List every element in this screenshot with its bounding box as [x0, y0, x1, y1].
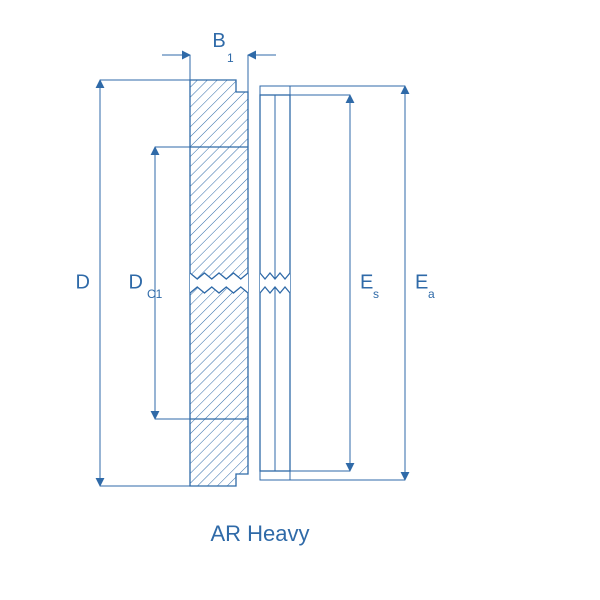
svg-text:C1: C1	[147, 287, 163, 301]
caption: AR Heavy	[210, 521, 309, 546]
svg-text:D: D	[129, 271, 143, 293]
svg-text:B: B	[212, 30, 225, 52]
svg-text:D: D	[76, 271, 90, 293]
dim-Es-label: Es	[360, 271, 379, 301]
svg-text:a: a	[428, 287, 435, 301]
svg-text:E: E	[360, 271, 373, 293]
dim-Ea-label: Ea	[415, 271, 435, 301]
svg-text:E: E	[415, 271, 428, 293]
dim-D-label: D	[76, 271, 90, 293]
svg-text:1: 1	[227, 51, 234, 65]
dim-Dc1-label: D C1	[129, 271, 163, 301]
dim-B1-label: B1	[212, 30, 234, 65]
svg-text:s: s	[373, 287, 379, 301]
